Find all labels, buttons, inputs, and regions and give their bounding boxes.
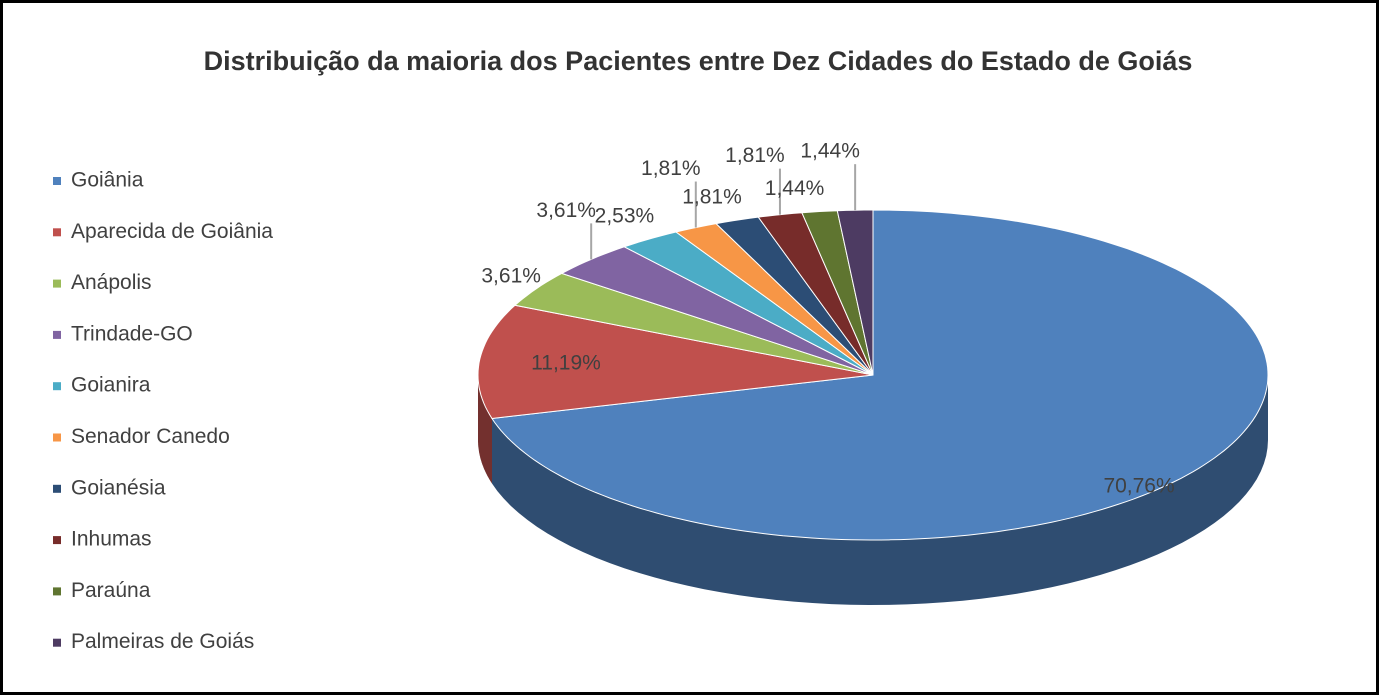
slice: [836, 209, 874, 376]
data-label: 3,61%: [536, 199, 596, 222]
slice: [674, 223, 874, 376]
legend-label: Goianira: [71, 374, 151, 397]
legend-label: Senador Canedo: [71, 425, 230, 448]
legend-swatch: [53, 433, 61, 442]
data-label: 11,19%: [531, 352, 601, 375]
data-label: 1,44%: [800, 140, 860, 163]
legend-label: Trindade-GO: [71, 322, 193, 345]
legend-swatch: [53, 587, 61, 596]
legend-swatch: [53, 279, 61, 288]
slice-side: [492, 375, 1268, 605]
data-label: 1,81%: [682, 186, 742, 209]
data-label: 1,44%: [765, 177, 825, 200]
legend-label: Anápolis: [71, 271, 152, 294]
data-label: 2,53%: [595, 205, 655, 228]
legend-label: Aparecida de Goiânia: [71, 220, 273, 243]
legend-swatch: [53, 536, 61, 545]
data-label: 3,61%: [481, 264, 541, 287]
legend-label: Goiânia: [71, 169, 144, 192]
legend-swatch: [53, 228, 61, 237]
slice: [623, 231, 874, 376]
legend-swatch: [53, 177, 61, 185]
chart: Goiânia Aparecida de Goiânia Anápolis Trind…: [53, 140, 1269, 653]
chart-title: Distribuição da maioria dos Pacientes en…: [203, 46, 1193, 76]
legend-swatch: [53, 484, 61, 493]
slice: [513, 272, 874, 376]
slice: [757, 212, 874, 376]
data-label: 1,81%: [641, 157, 701, 180]
slice: [491, 209, 1269, 541]
legend-swatch: [53, 382, 61, 391]
legend-swatch: [53, 330, 61, 339]
legend-swatch: [53, 638, 61, 647]
legend-label: Paraúna: [71, 579, 151, 602]
slice-side: [478, 375, 492, 484]
legend-label: Inhumas: [71, 528, 152, 551]
slice: [560, 246, 874, 376]
legend-label: Goianésia: [71, 476, 166, 499]
slice: [477, 304, 874, 420]
slice: [715, 216, 874, 376]
legend-label: Palmeiras de Goiás: [71, 630, 254, 653]
data-label: 1,81%: [725, 144, 785, 167]
data-label: 70,76%: [1103, 475, 1174, 498]
